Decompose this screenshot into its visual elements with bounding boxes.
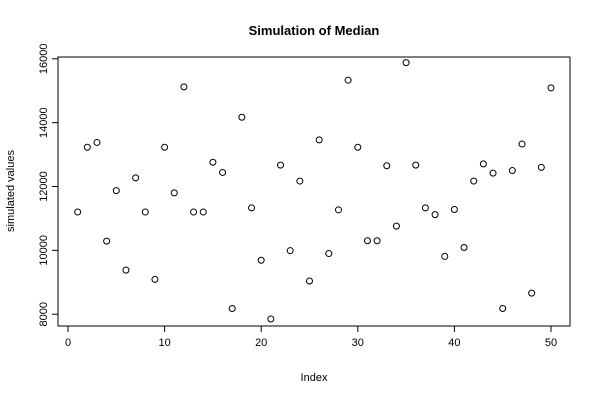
x-tick-label: 50 [545,337,557,349]
x-tick-label: 40 [448,337,460,349]
data-points [74,59,555,323]
y-tick-label: 8000 [38,302,50,326]
data-point [219,168,227,176]
data-point [180,83,188,91]
y-axis: 8000 10000 12000 14000 16000 [38,44,59,326]
data-point [306,277,313,285]
plot-area-border [57,56,571,327]
data-point [74,208,82,216]
data-point [122,266,130,274]
x-tick-label: 10 [158,337,170,349]
data-point [431,211,439,219]
data-point [228,304,236,312]
x-tick-label: 20 [255,337,267,349]
data-point [151,275,159,283]
y-tick-label: 10000 [38,235,50,266]
data-point [363,237,371,245]
y-tick-label: 16000 [38,44,50,75]
data-point [199,208,207,216]
data-point [528,289,536,297]
data-point [112,187,120,195]
data-point [296,177,304,185]
data-point [334,206,342,214]
data-point [277,161,285,169]
y-tick-label: 14000 [38,107,50,138]
y-tick-label: 12000 [38,171,50,202]
data-point [170,189,178,197]
data-point [325,250,333,258]
data-point [141,208,149,216]
data-point [537,163,545,171]
data-point [344,76,352,84]
data-point [238,113,246,121]
data-point [190,208,198,216]
data-point [354,143,362,151]
data-point [286,247,294,255]
data-point [373,237,381,245]
x-axis-label: Index [301,372,328,384]
data-point [132,174,140,182]
data-point [460,243,468,251]
data-point [450,205,458,213]
data-point [257,256,265,264]
data-point [392,222,400,230]
data-point [315,136,323,144]
data-point [103,237,111,245]
data-point [267,315,275,323]
data-point [383,162,391,170]
data-point [489,169,497,177]
data-point [470,177,478,185]
data-point [547,84,555,92]
data-point [421,204,429,212]
data-point [479,160,487,168]
x-tick-label: 0 [65,337,71,349]
x-axis: 0 10 20 30 40 50 [65,325,557,349]
chart-title: Simulation of Median [249,23,380,38]
data-point [93,138,101,146]
data-point [412,161,420,169]
data-point [518,140,526,148]
data-point [402,59,410,67]
data-point [441,252,449,260]
data-point [83,143,91,151]
data-point [248,204,256,212]
data-point [508,167,516,175]
y-axis-label: simulated values [5,150,17,232]
data-point [161,143,169,151]
data-point [499,304,507,312]
x-tick-label: 30 [352,337,364,349]
data-point [209,158,217,166]
